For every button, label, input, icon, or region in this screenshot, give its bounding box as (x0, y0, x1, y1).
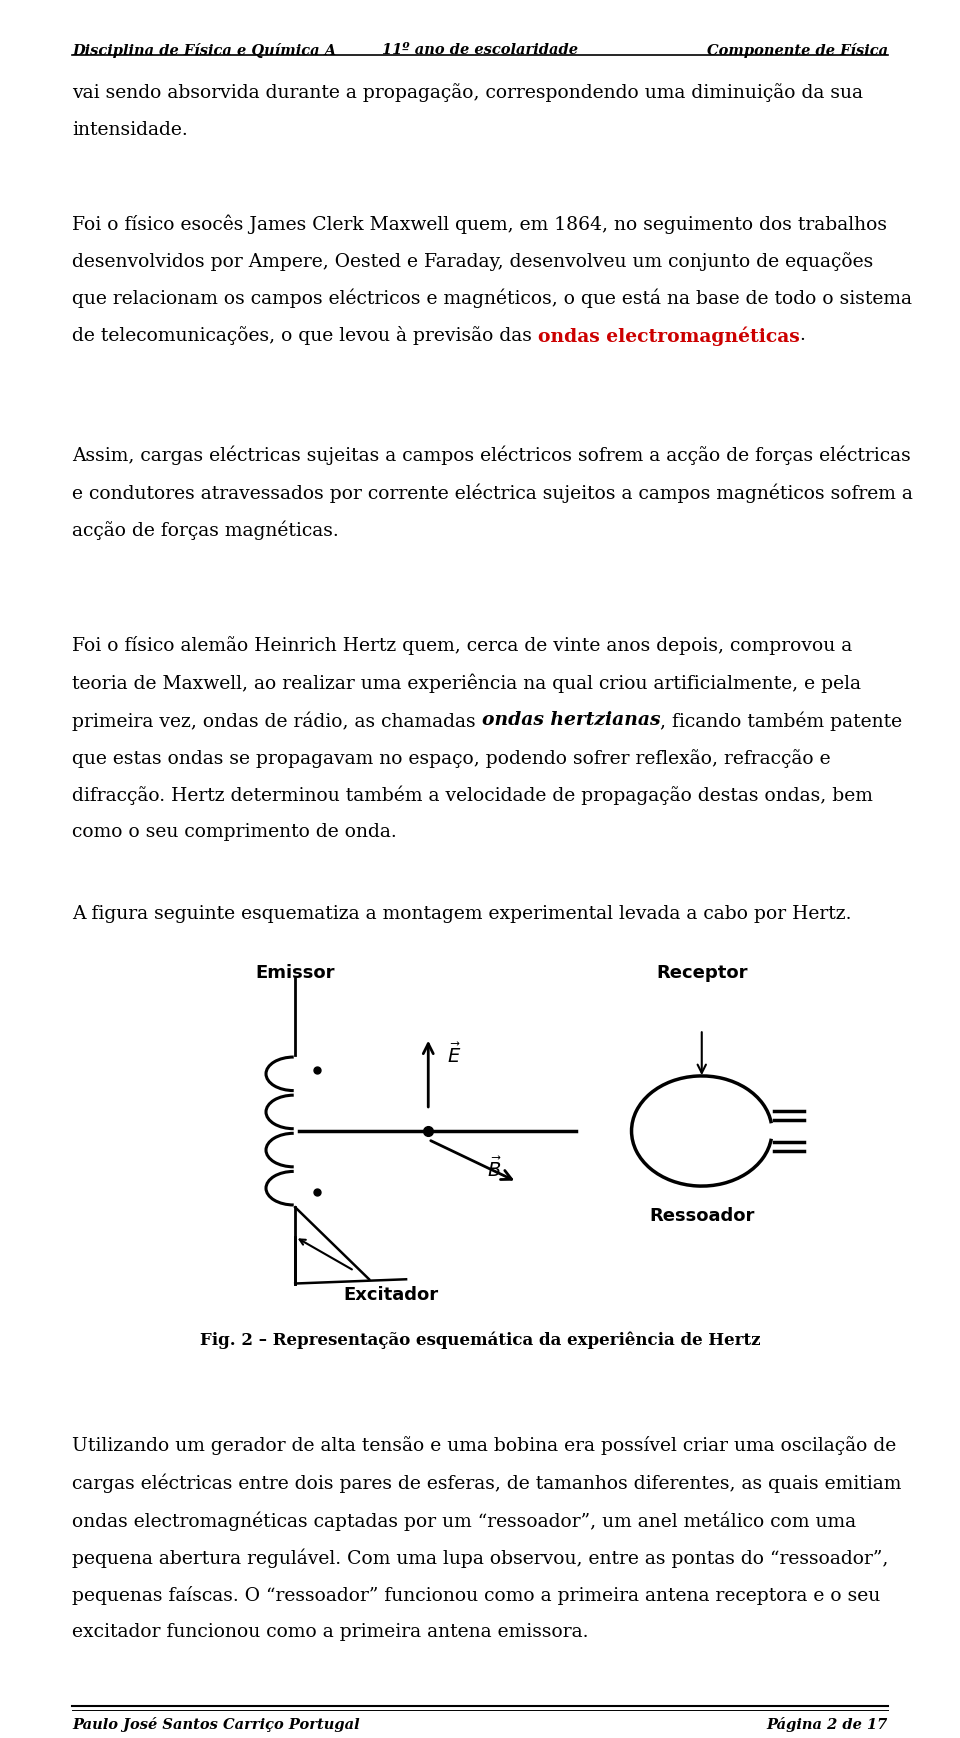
Text: que relacionam os campos eléctricos e magnéticos, o que está na base de todo o s: que relacionam os campos eléctricos e ma… (72, 289, 912, 308)
Text: ondas electromagnéticas: ondas electromagnéticas (538, 327, 800, 346)
Text: Ressoador: Ressoador (649, 1208, 755, 1225)
Text: intensidade.: intensidade. (72, 122, 188, 139)
Text: pequenas faíscas. O “ressoador” funcionou como a primeira antena receptora e o s: pequenas faíscas. O “ressoador” funciono… (72, 1585, 880, 1604)
Text: de telecomunicações, o que levou à previsão das: de telecomunicações, o que levou à previ… (72, 327, 538, 346)
Text: Utilizando um gerador de alta tensão e uma bobina era possível criar uma oscilaç: Utilizando um gerador de alta tensão e u… (72, 1436, 897, 1455)
Text: excitador funcionou como a primeira antena emissora.: excitador funcionou como a primeira ante… (72, 1623, 588, 1641)
Text: A figura seguinte esquematiza a montagem experimental levada a cabo por Hertz.: A figura seguinte esquematiza a montagem… (72, 905, 852, 923)
Text: vai sendo absorvida durante a propagação, correspondendo uma diminuição da sua: vai sendo absorvida durante a propagação… (72, 83, 863, 103)
Text: pequena abertura regulável. Com uma lupa observou, entre as pontas do “ressoador: pequena abertura regulável. Com uma lupa… (72, 1549, 888, 1568)
Text: 11º ano de escolaridade: 11º ano de escolaridade (382, 42, 578, 57)
Text: $\vec{E}$: $\vec{E}$ (446, 1043, 461, 1067)
Text: Foi o físico alemão Heinrich Hertz quem, cerca de vinte anos depois, comprovou a: Foi o físico alemão Heinrich Hertz quem,… (72, 636, 852, 655)
Text: desenvolvidos por Ampere, Oested e Faraday, desenvolveu um conjunto de equações: desenvolvidos por Ampere, Oested e Farad… (72, 252, 874, 271)
Text: ondas electromagnéticas captadas por um “ressoador”, um anel metálico com uma: ondas electromagnéticas captadas por um … (72, 1510, 856, 1531)
Text: $\vec{B}$: $\vec{B}$ (488, 1158, 502, 1182)
Text: ondas hertzianas: ondas hertzianas (482, 711, 660, 730)
Text: difracção. Hertz determinou também a velocidade de propagação destas ondas, bem: difracção. Hertz determinou também a vel… (72, 786, 873, 805)
Text: Receptor: Receptor (656, 963, 748, 982)
Text: Disciplina de Física e Química A: Disciplina de Física e Química A (72, 42, 336, 57)
Text: Excitador: Excitador (344, 1286, 439, 1304)
Text: Emissor: Emissor (255, 963, 335, 982)
Text: , ficando também patente: , ficando também patente (660, 711, 902, 730)
Text: e condutores atravessados por corrente eléctrica sujeitos a campos magnéticos so: e condutores atravessados por corrente e… (72, 483, 913, 502)
Text: Fig. 2 – Representação esquemática da experiência de Hertz: Fig. 2 – Representação esquemática da ex… (200, 1331, 760, 1349)
Text: Assim, cargas eléctricas sujeitas a campos eléctricos sofrem a acção de forças e: Assim, cargas eléctricas sujeitas a camp… (72, 447, 911, 466)
Text: Paulo José Santos Carriço Portugal: Paulo José Santos Carriço Portugal (72, 1717, 360, 1733)
Text: primeira vez, ondas de rádio, as chamadas: primeira vez, ondas de rádio, as chamada… (72, 711, 482, 730)
Text: como o seu comprimento de onda.: como o seu comprimento de onda. (72, 824, 396, 841)
Text: Página 2 de 17: Página 2 de 17 (767, 1717, 888, 1733)
Text: que estas ondas se propagavam no espaço, podendo sofrer reflexão, refracção e: que estas ondas se propagavam no espaço,… (72, 749, 830, 768)
Text: cargas eléctricas entre dois pares de esferas, de tamanhos diferentes, as quais : cargas eléctricas entre dois pares de es… (72, 1474, 901, 1493)
Text: acção de forças magnéticas.: acção de forças magnéticas. (72, 521, 339, 541)
Text: .: . (800, 327, 805, 344)
Text: Foi o físico esocês James Clerk Maxwell quem, em 1864, no seguimento dos trabalh: Foi o físico esocês James Clerk Maxwell … (72, 214, 887, 233)
Text: teoria de Maxwell, ao realizar uma experiência na qual criou artificialmente, e : teoria de Maxwell, ao realizar uma exper… (72, 674, 861, 693)
Text: Componente de Física: Componente de Física (707, 42, 888, 57)
